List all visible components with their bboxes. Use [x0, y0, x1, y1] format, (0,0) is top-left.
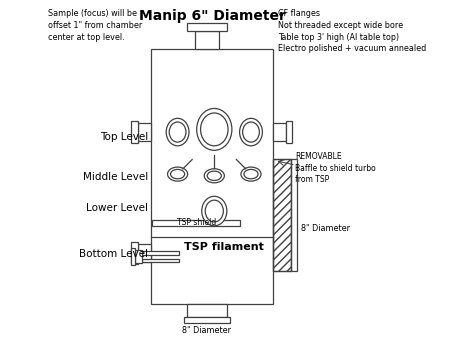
- Bar: [151, 49, 273, 304]
- Text: Bottom Level: Bottom Level: [79, 249, 148, 259]
- Ellipse shape: [197, 108, 232, 150]
- Text: Manip 6" Diameter: Manip 6" Diameter: [139, 9, 286, 23]
- Ellipse shape: [207, 171, 221, 180]
- Bar: [138, 123, 151, 141]
- Bar: [273, 159, 292, 271]
- Bar: [131, 248, 135, 265]
- Ellipse shape: [241, 167, 261, 181]
- Ellipse shape: [166, 118, 189, 146]
- Ellipse shape: [243, 122, 259, 142]
- Ellipse shape: [239, 118, 262, 146]
- Bar: [135, 250, 142, 263]
- Bar: [184, 317, 230, 323]
- Bar: [286, 121, 292, 143]
- Bar: [187, 304, 226, 317]
- Text: Middle Level: Middle Level: [83, 172, 148, 182]
- Bar: [273, 123, 286, 141]
- Bar: [195, 31, 219, 49]
- Ellipse shape: [169, 122, 186, 142]
- Ellipse shape: [244, 169, 258, 179]
- Text: 8" Diameter: 8" Diameter: [182, 326, 231, 335]
- Ellipse shape: [205, 200, 223, 222]
- Text: Sample (focus) will be
offset 1" from chamber
center at top level.: Sample (focus) will be offset 1" from ch…: [49, 9, 143, 42]
- Text: Lower Level: Lower Level: [86, 203, 148, 214]
- Bar: [153, 220, 240, 226]
- Bar: [131, 242, 138, 264]
- Bar: [131, 121, 138, 143]
- Ellipse shape: [201, 113, 228, 146]
- Text: Top Level: Top Level: [100, 132, 148, 142]
- Bar: [292, 159, 297, 271]
- Bar: [138, 244, 151, 262]
- Text: 8" Diameter: 8" Diameter: [301, 224, 350, 233]
- Bar: [142, 259, 179, 262]
- Ellipse shape: [167, 167, 188, 181]
- Text: CF flanges
Not threaded except wide bore
Table top 3' high (Al table top)
Electr: CF flanges Not threaded except wide bore…: [278, 9, 426, 53]
- Text: TSP filament: TSP filament: [184, 242, 264, 252]
- Bar: [142, 251, 179, 255]
- Text: REMOVABLE
Baffle to shield turbo
from TSP: REMOVABLE Baffle to shield turbo from TS…: [295, 152, 376, 184]
- Bar: [273, 159, 292, 271]
- Ellipse shape: [202, 196, 227, 226]
- Ellipse shape: [171, 169, 184, 179]
- Bar: [187, 23, 227, 31]
- Text: TSP shield: TSP shield: [177, 218, 216, 227]
- Ellipse shape: [204, 169, 225, 183]
